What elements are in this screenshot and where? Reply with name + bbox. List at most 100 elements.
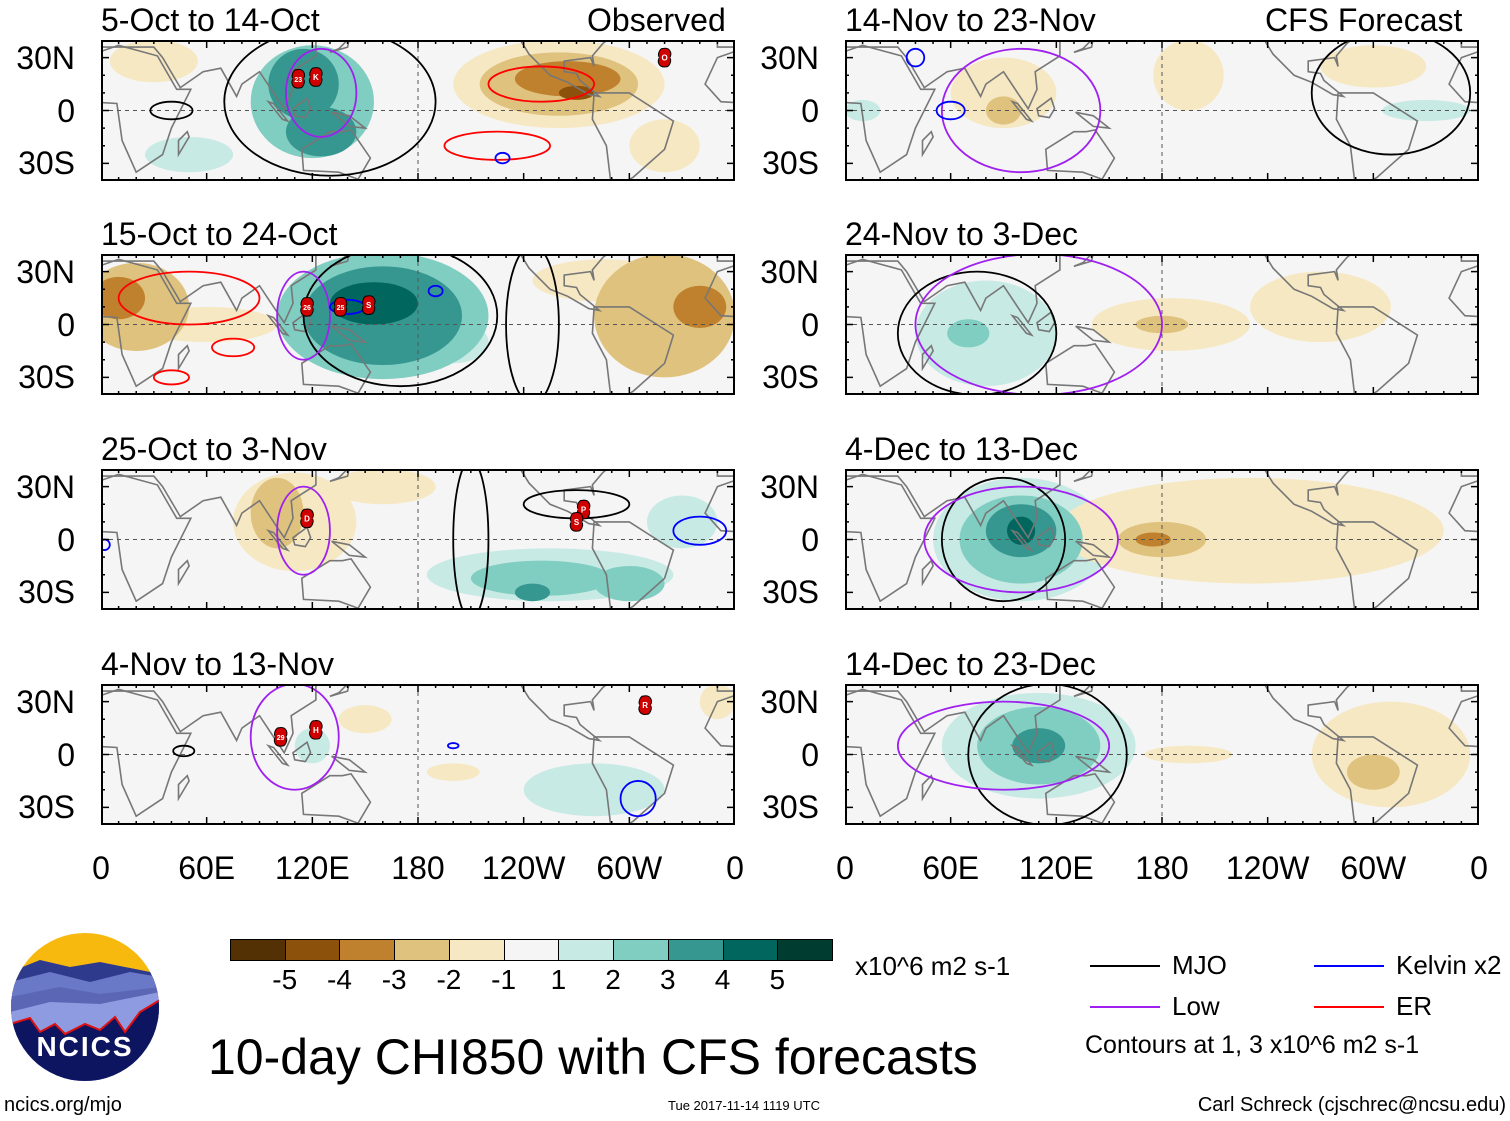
coastline [101,254,320,325]
coastline [591,92,675,181]
coastline [1036,740,1056,763]
coastline [331,111,368,130]
storm-center [310,71,322,83]
coastline [101,258,193,388]
coastline [1335,306,1419,395]
panel-title: 15-Oct to 24-Oct [101,216,338,252]
storm-label: H [313,726,319,735]
contour-low [940,47,1102,174]
contour-low [285,47,358,138]
contour-kelvin [447,742,460,750]
anomaly-shading [558,85,595,100]
coastline [329,684,350,698]
contour-mjo [967,684,1128,825]
coastline [845,254,1064,325]
contour-er [443,130,551,161]
lon-tick-label: 60E [922,850,980,886]
coastline [1009,314,1035,337]
coastline [329,469,350,483]
colorbar-label: -1 [491,964,517,995]
lat-tick-label: 30N [16,253,75,290]
map-panel [845,469,1479,610]
storm-center [310,724,322,736]
anomaly-shading [947,319,990,348]
storm-center [639,699,651,711]
logo-text: NCICS [36,1031,133,1062]
legend-line-low [1090,1006,1160,1008]
lon-tick-label: 120E [274,850,350,886]
lat-tick-label: 30N [760,683,819,720]
map-panel: 23 K O [101,40,735,181]
lon-tick-label: 120W [1225,850,1310,886]
coastline [1073,254,1094,268]
anomaly-shading [523,763,665,817]
coastline [177,130,190,158]
coastline [1044,558,1116,610]
lat-tick-label: 0 [57,92,75,129]
coastline [292,96,312,119]
colorbar-swatch [722,939,779,961]
storm-center [301,301,313,313]
lon-tick-label: 60E [178,850,236,886]
map-panel: 26 25 S [101,254,735,395]
column-label-forecast: CFS Forecast [1265,2,1463,38]
contour-mjo [223,40,437,177]
colorbar-label: 1 [550,964,567,995]
contour-low [249,684,340,791]
contour-low [914,254,1163,395]
lat-tick-label: 30S [762,359,819,396]
coastline [1036,310,1056,333]
lon-tick-label: 120W [481,850,566,886]
contour-low [896,700,1111,791]
footer-timestamp: Tue 2017-11-14 1119 UTC [668,1098,820,1113]
storm-center [275,731,287,743]
colorbar-swatch [558,939,615,961]
anomaly-shading [250,477,304,549]
coastline [1009,744,1035,767]
legend-line-er [1314,1006,1384,1008]
ncics-logo: NCICS [10,932,160,1082]
anomaly-shading [470,560,612,596]
contour-mjo [505,254,560,395]
storm-label: 29 [277,735,285,742]
anomaly-shading [646,495,718,549]
panel-title: 4-Dec to 13-Dec [845,431,1078,467]
lon-tick-label: 0 [1470,850,1488,886]
contour-mjo [172,744,196,758]
storm-icon: S [569,512,584,532]
figure-title: 10-day CHI850 with CFS forecasts [208,1029,978,1085]
anomaly-shading [594,254,735,378]
colorbar-swatch [667,939,724,961]
coastline [591,736,675,825]
storm-center [301,512,313,524]
map-frame [101,684,735,825]
coastline [845,469,1064,540]
coastline [300,558,372,610]
coastline [845,684,1064,755]
contour-kelvin [494,151,511,165]
colorbar-label: -4 [327,964,352,995]
coastline [300,129,372,181]
lat-tick-label: 30S [18,359,75,396]
legend-label: Low [1172,991,1220,1021]
lat-tick-label: 30N [16,683,75,720]
contour-er [487,65,596,103]
column-label-observed: Observed [587,2,726,38]
coastline [265,744,291,767]
coastline [1036,96,1056,119]
storm-center [292,73,304,85]
lat-tick-label: 0 [801,521,819,558]
lat-tick-label: 30S [18,574,75,611]
legend-line-kelvin [1314,965,1384,967]
lat-tick-label: 30S [18,145,75,182]
contour-er [117,270,261,326]
legend-label: MJO [1172,950,1227,980]
lat-tick-label: 30S [762,574,819,611]
lat-tick-label: 0 [57,306,75,343]
footer-url[interactable]: ncics.org/mjo [4,1094,122,1116]
footer-credit: Carl Schreck (cjschrec@ncsu.edu) [1197,1094,1506,1116]
anomaly-shading [101,276,146,320]
coastline [331,325,368,344]
contour-mjo [896,270,1058,395]
lat-tick-label: 0 [57,521,75,558]
